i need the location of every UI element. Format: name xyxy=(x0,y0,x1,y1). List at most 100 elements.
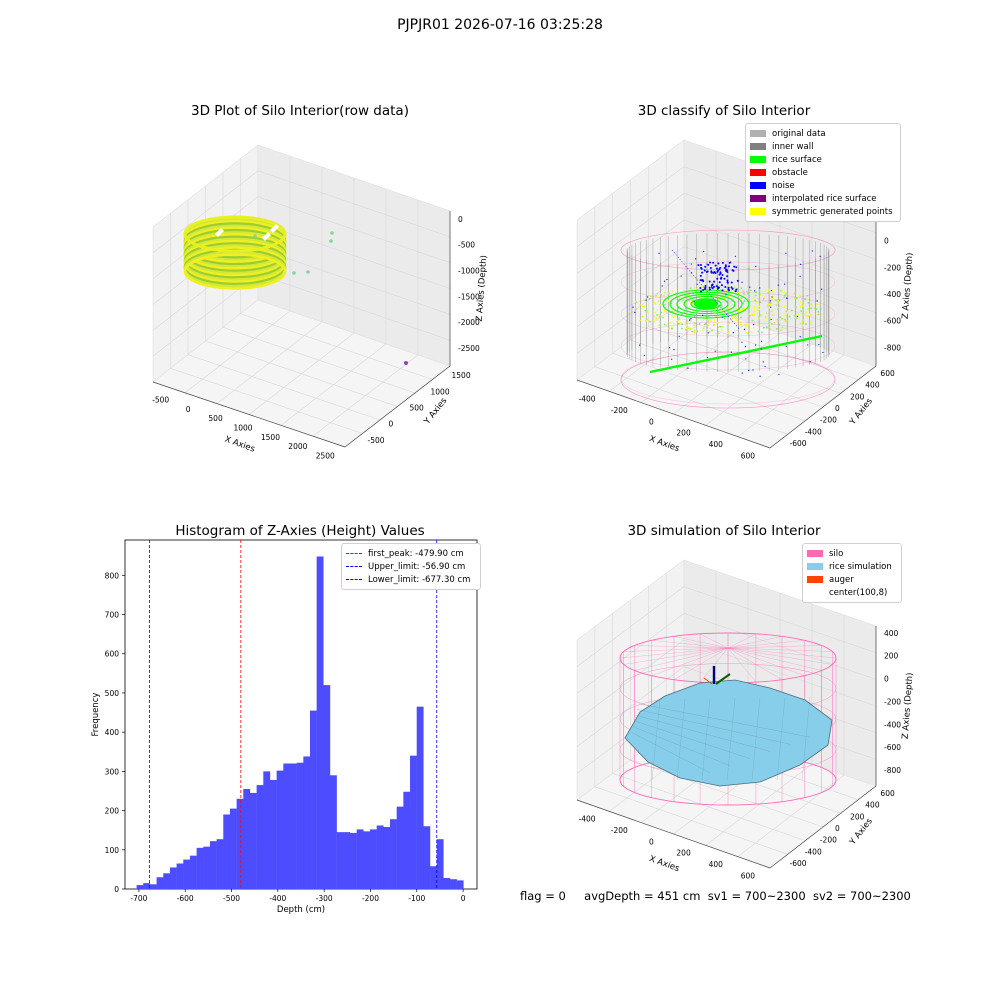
legend-item-rice-simulation: rice simulation xyxy=(807,560,897,573)
noise-point xyxy=(704,286,707,289)
y-tick-label: -600 xyxy=(790,859,807,868)
surface-point xyxy=(653,301,656,304)
surface-point xyxy=(676,320,679,323)
noise-point xyxy=(687,367,689,369)
surface-point xyxy=(807,308,810,310)
surface-point xyxy=(714,332,717,335)
surface-point xyxy=(768,303,771,306)
y-tick-label: 1500 xyxy=(452,371,471,380)
y-tick-label: 400 xyxy=(865,381,880,390)
surface-mesh-line xyxy=(801,696,811,781)
noise-point xyxy=(643,354,645,356)
surface-point xyxy=(742,307,745,310)
z-tick-label: -2500 xyxy=(458,344,480,353)
y-axis-line xyxy=(769,785,877,869)
noise-point xyxy=(730,351,732,353)
noise-point xyxy=(722,316,724,318)
surface-point xyxy=(784,310,787,313)
surface-point xyxy=(654,303,657,305)
panel-histogram: -700 -600 -500 -400 -300 -200 -100 0 0 100 200 300 4… xyxy=(91,539,478,915)
surface-point xyxy=(652,315,655,318)
z-tick-label: 0 xyxy=(884,237,889,246)
surface-point xyxy=(679,321,682,324)
rice-simulation-surface xyxy=(624,679,833,787)
status-sv1: sv1 = 700~2300 xyxy=(707,889,806,903)
surface-point xyxy=(771,297,774,300)
grid-line xyxy=(240,313,433,380)
noise-point xyxy=(704,284,707,287)
histogram-legend: first_peak: -479.90 cm Upper_limit: -56.… xyxy=(341,543,481,590)
status-avg-depth: avgDepth = 451 cm xyxy=(584,889,701,903)
histogram-bar xyxy=(430,866,437,889)
surface-point xyxy=(808,313,811,316)
noise-point xyxy=(690,263,692,265)
noise-point xyxy=(800,263,802,265)
noise-point xyxy=(701,271,704,274)
noise-point xyxy=(712,261,715,264)
noise-point xyxy=(745,358,747,360)
surface-point xyxy=(718,293,721,296)
noise-point xyxy=(690,318,692,320)
noise-point xyxy=(732,331,735,334)
z-tick-label: -1500 xyxy=(458,292,480,301)
surface-point xyxy=(684,321,687,323)
y-axis-line xyxy=(344,365,451,448)
silo-roof-line xyxy=(727,647,805,676)
surface-point xyxy=(658,320,661,323)
surface-mesh-line xyxy=(776,696,786,781)
surface-point xyxy=(727,332,730,335)
noise-point xyxy=(673,349,675,351)
histogram-bar xyxy=(456,880,464,889)
noise-point xyxy=(755,265,757,268)
histogram-bar xyxy=(336,832,344,889)
surface-point xyxy=(654,311,657,314)
histogram-bar xyxy=(176,863,184,889)
noise-point xyxy=(661,285,663,287)
noise-point xyxy=(678,335,680,337)
noise-point xyxy=(708,288,711,291)
noise-point xyxy=(671,358,673,360)
noise-point xyxy=(741,281,743,283)
noise-point xyxy=(734,255,737,257)
surface-point xyxy=(761,331,763,334)
surface-point xyxy=(703,323,706,326)
noise-point xyxy=(694,258,697,260)
noise-point xyxy=(760,340,763,342)
surface-point xyxy=(806,315,809,318)
x-tick-label: 200 xyxy=(676,429,691,438)
surface-point xyxy=(781,317,784,320)
scatter-point xyxy=(306,270,310,274)
surface-point xyxy=(684,295,687,297)
surface-point xyxy=(689,287,692,290)
surface-point xyxy=(816,314,818,317)
surface-point xyxy=(746,325,749,328)
surface-point xyxy=(746,290,748,293)
surface-point xyxy=(752,326,755,329)
noise-point xyxy=(713,280,716,283)
surface-point xyxy=(701,329,704,332)
surface-point xyxy=(720,329,723,331)
noise-point xyxy=(715,267,718,270)
surface-point xyxy=(706,322,709,325)
surface-point xyxy=(757,330,760,333)
surface-point xyxy=(765,317,767,320)
histogram-bar xyxy=(289,763,297,889)
surface-point xyxy=(658,292,661,295)
noise-point xyxy=(704,265,707,268)
noise-point xyxy=(821,288,823,290)
surface-point xyxy=(815,308,818,310)
surface-point xyxy=(644,319,647,322)
y-tick-label: -400 xyxy=(805,427,822,436)
surface-point xyxy=(645,318,648,321)
surface-point xyxy=(663,323,666,326)
surface-point xyxy=(740,316,743,319)
silo-roof-line xyxy=(673,647,729,680)
y-tick-label: 0 xyxy=(835,404,840,413)
histogram-bar xyxy=(343,832,351,889)
histogram-bar xyxy=(269,779,277,889)
surface-point xyxy=(795,314,797,317)
surface-point xyxy=(700,294,702,297)
surface-point xyxy=(673,310,676,313)
silo-roof-line xyxy=(727,640,805,649)
y-axis-label: Y Axies xyxy=(422,396,450,428)
